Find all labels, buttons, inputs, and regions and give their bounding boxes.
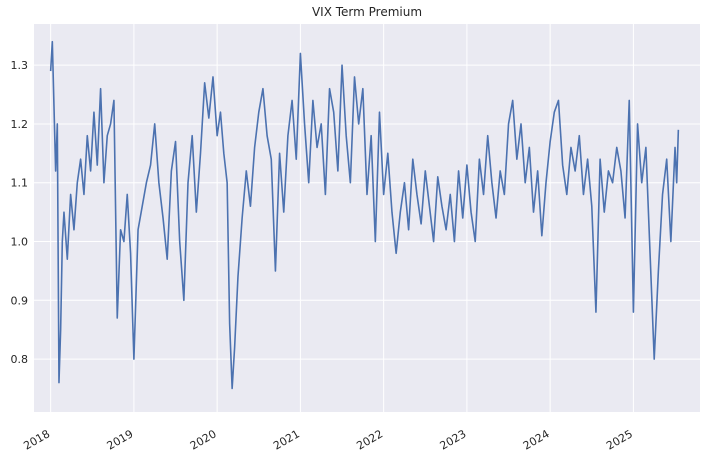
y-tick-label: 1.0 xyxy=(11,236,29,249)
x-tick-label: 2019 xyxy=(105,427,136,450)
chart-title: VIX Term Premium xyxy=(312,5,422,19)
y-tick-label: 0.8 xyxy=(11,353,29,366)
x-tick-label: 2024 xyxy=(521,427,552,450)
series-line xyxy=(49,40,680,390)
plot-area xyxy=(34,24,700,412)
y-tick-label: 0.9 xyxy=(11,294,29,307)
x-tick-label: 2018 xyxy=(21,427,52,450)
x-tick-label: 2020 xyxy=(188,427,219,450)
series-layer xyxy=(49,40,680,390)
y-axis-ticks: 0.8 0.9 1.0 1.1 1.2 1.3 xyxy=(11,59,29,366)
y-tick-label: 1.3 xyxy=(11,59,29,72)
x-tick-label: 2021 xyxy=(271,427,302,450)
y-tick-label: 1.1 xyxy=(11,177,29,190)
y-tick-label: 1.2 xyxy=(11,118,29,131)
x-axis-ticks: 2018 2019 2020 2021 2022 2023 2024 2025 xyxy=(21,427,634,450)
x-tick-label: 2022 xyxy=(354,427,385,450)
x-tick-label: 2025 xyxy=(604,427,635,450)
grid-lines xyxy=(34,24,700,412)
x-tick-label: 2023 xyxy=(438,427,469,450)
